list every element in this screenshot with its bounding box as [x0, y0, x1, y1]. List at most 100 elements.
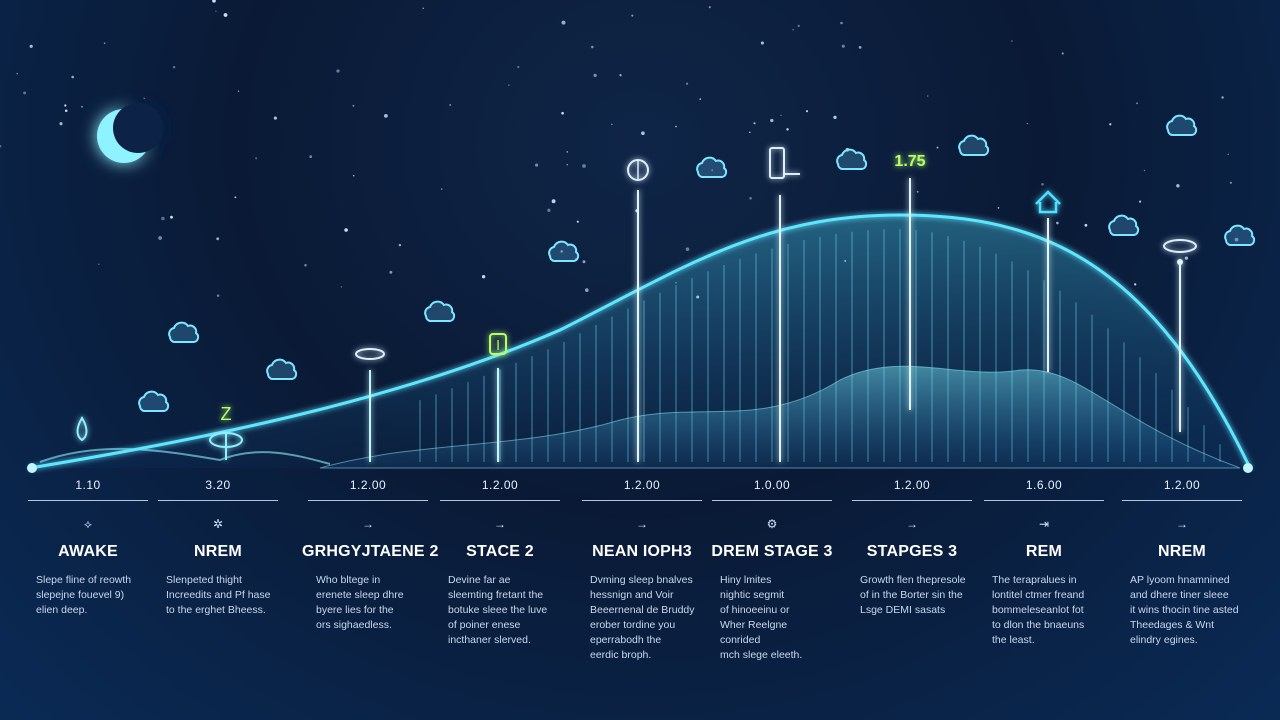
star	[1136, 102, 1138, 105]
stage-description-line: Slepe fline of reowth	[36, 574, 132, 586]
star	[797, 24, 800, 28]
stage-description-line: The terapralues in	[992, 574, 1077, 586]
stage-description-line: erenete sleep dhre	[316, 589, 404, 601]
stage-description: AP lyoom hnamnined and dhere tiner sleee i…	[1116, 573, 1248, 648]
z-icon: Z	[221, 404, 232, 424]
droplet-icon	[76, 416, 88, 442]
stage-description-line: hessnign and Voir	[590, 589, 674, 601]
star	[699, 98, 702, 100]
stage-divider	[582, 500, 702, 501]
stage-description-line: Beeernenal de Bruddy	[590, 604, 695, 616]
star	[566, 164, 568, 166]
star	[749, 131, 751, 134]
stage-arrow-icon: →	[636, 517, 648, 531]
stage-column: 1.2.00 → NEAN IOPH3 Dvming sleep bnalves hes…	[576, 472, 708, 663]
stage-description-line: Increedits and Pf hase	[166, 589, 271, 601]
star	[481, 275, 486, 279]
stage-name: DREM STAGE 3	[711, 543, 833, 560]
stage-name: NREM	[1158, 543, 1206, 560]
stage-arrow-icon: →	[1176, 517, 1188, 531]
cloud-icon	[548, 240, 580, 262]
star	[508, 84, 510, 86]
star	[98, 263, 100, 266]
disc-icon	[355, 348, 385, 360]
star	[158, 236, 162, 240]
stage-divider	[308, 500, 428, 501]
stage-column: 1.2.00 → STACE 2 Devine far ae sleemting fre…	[434, 472, 566, 648]
star	[1234, 237, 1239, 242]
star	[833, 115, 837, 120]
star	[685, 247, 690, 251]
star	[561, 111, 564, 115]
cloud-icon	[1166, 114, 1198, 136]
star	[593, 73, 597, 78]
stage-description-line: to dlon the bnaeuns	[992, 619, 1085, 631]
star	[840, 21, 843, 25]
stage-column: 1.2.00 → GRHGYJTAENE 2 Who bltege in erenete…	[302, 472, 439, 633]
stage-description-line: Hiny lmites	[720, 574, 772, 586]
stage-description: Slepe fline of reowth slepejne fouevel 9)…	[22, 573, 154, 618]
stage-description-line: elindry egines.	[1130, 634, 1198, 646]
stage-description-line: lontitel ctmer freand	[992, 589, 1085, 601]
star	[81, 105, 83, 108]
stage-divider	[712, 500, 832, 501]
stage-description-line: Who bltege in	[316, 574, 381, 586]
star	[384, 114, 388, 118]
stage-column: 1.2.00 → NREM AP lyoom hnamnined and dhere t…	[1116, 472, 1248, 648]
stage-description: Slenpeted thight Increedits and Pf hase to…	[152, 573, 284, 618]
star	[449, 104, 451, 106]
star	[212, 0, 216, 3]
star	[1143, 169, 1146, 172]
stage-description: Hiny lmites nightic segmit of hinoeeinu or…	[706, 573, 838, 663]
star	[927, 95, 929, 97]
star	[1109, 123, 1112, 126]
star	[143, 97, 145, 100]
stage-description-line: Wher Reelgne	[720, 619, 788, 631]
stage-column: 1.0.00 ⚙ DREM STAGE 3 Hiny lmites nightic se…	[706, 472, 838, 663]
stage-name: GRHGYJTAENE 2	[302, 543, 439, 560]
cloud-icon	[168, 321, 200, 343]
stage-description-line: Theedages & Wnt	[1130, 619, 1215, 631]
stage-description-line: AP lyoom hnamnined	[1130, 574, 1230, 586]
star	[936, 146, 939, 149]
star	[841, 44, 845, 48]
stage-description-line: botuke sleee the luve	[448, 604, 548, 616]
star	[1184, 256, 1189, 260]
star	[997, 207, 1000, 209]
ring-icon	[1163, 239, 1197, 253]
star	[352, 104, 355, 107]
stage-description-line: erober tordine you	[590, 619, 676, 631]
star	[0, 144, 2, 148]
stage-time: 3.20	[205, 478, 231, 492]
star	[170, 215, 173, 219]
cloud-icon	[958, 134, 990, 156]
star	[770, 118, 774, 123]
star	[631, 14, 634, 17]
star	[59, 122, 63, 126]
star	[1011, 40, 1013, 42]
star	[1221, 96, 1224, 99]
star	[1056, 221, 1059, 225]
stage-time: 1.10	[75, 478, 101, 492]
star	[551, 199, 556, 204]
star	[576, 220, 579, 223]
star	[780, 114, 782, 117]
stage-description-line: Growth flen thepresole	[860, 574, 966, 586]
stage-description-line: elien deep.	[36, 604, 88, 616]
stage-description: The terapralues in lontitel ctmer freand b…	[978, 573, 1110, 648]
star	[786, 128, 789, 131]
star	[760, 41, 764, 45]
star	[792, 29, 794, 31]
stage-description-line: conrided	[720, 634, 761, 646]
star	[64, 104, 67, 107]
stage-description-line: ors sighaedless.	[316, 619, 392, 631]
star	[215, 10, 217, 12]
stage-description: Dvming sleep bnalves hessnign and Voir Bee…	[576, 573, 708, 663]
star	[64, 109, 68, 112]
star	[749, 197, 752, 200]
star	[223, 13, 228, 17]
star	[535, 163, 539, 167]
stage-arrow-icon: ✲	[212, 517, 224, 531]
cloud-icon	[836, 148, 868, 170]
